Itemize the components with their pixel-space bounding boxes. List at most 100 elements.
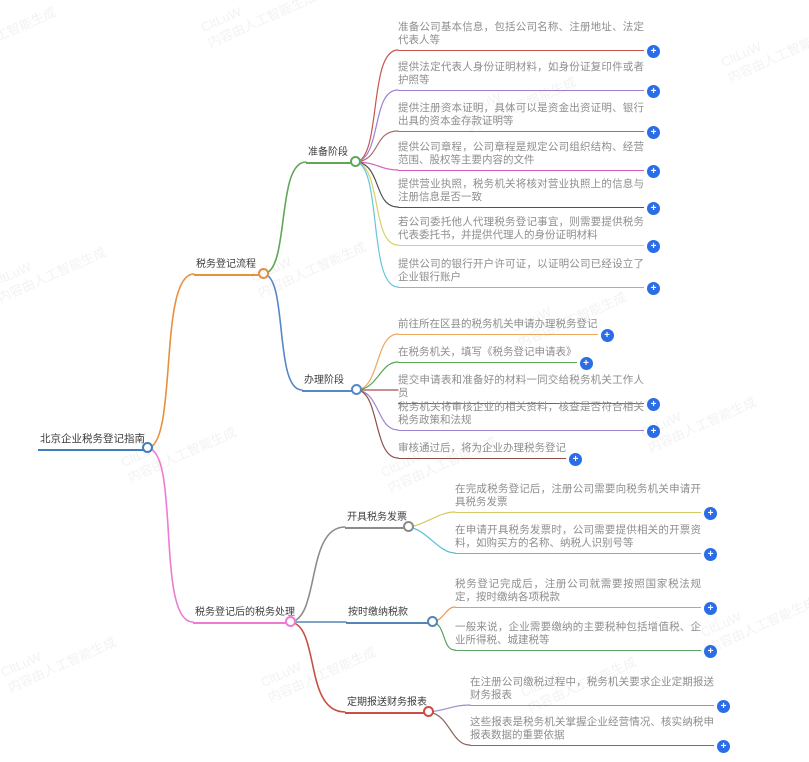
leaf-node[interactable]: 审核通过后，将为企业办理税务登记 + [398, 442, 582, 466]
expand-plus-icon[interactable]: + [704, 506, 717, 520]
leaf-label: 审核通过后，将为企业办理税务登记 [398, 442, 566, 459]
leaf-node[interactable]: 提交申请表和准备好的材料一同交给税务机关工作人员 + [398, 374, 660, 411]
expand-plus-icon[interactable]: + [647, 164, 660, 178]
connector-b2-invoice [290, 526, 346, 623]
leaf-label: 税务机关将审核企业的相关资料，核查是否符合相关税务政策和法规 [398, 401, 644, 431]
expand-plus-icon[interactable]: + [704, 601, 717, 615]
leaf-label: 准备公司基本信息，包括公司名称、注册地址、法定代表人等 [398, 21, 644, 51]
connector-root-b1 [147, 273, 195, 449]
leaf-label: 提供公司章程，公司章程是规定公司组织结构、经营范围、股权等主要内容的文件 [398, 141, 644, 171]
connector-leaf [355, 161, 399, 246]
leaf-label: 在申请开具税务发票时，公司需要提供相关的开票资料，如购买方的名称、纳税人识别号等 [455, 524, 701, 554]
branch-label: 税务登记后的税务处理 [193, 606, 295, 624]
connector-leaf [428, 711, 471, 746]
leaf-node[interactable]: 提供公司章程，公司章程是规定公司组织结构、经营范围、股权等主要内容的文件 + [398, 141, 660, 178]
collapse-toggle[interactable] [427, 616, 438, 627]
expand-plus-icon[interactable]: + [647, 125, 660, 139]
branch-node-after-registration[interactable]: 税务登记后的税务处理 [193, 606, 295, 624]
leaf-label: 提供注册资本证明，具体可以是资金出资证明、银行出具的资本金存款证明等 [398, 102, 644, 132]
connector-leaf [428, 704, 471, 713]
expand-plus-icon[interactable]: + [704, 547, 717, 561]
expand-plus-icon[interactable]: + [647, 84, 660, 98]
connector-leaf [356, 361, 399, 391]
connector-leaf [356, 389, 399, 431]
leaf-node[interactable]: 税务登记完成后，注册公司就需要按照国家税法规定，按时缴纳各项税款 + [455, 578, 717, 615]
expand-plus-icon[interactable]: + [647, 44, 660, 58]
leaf-label: 提供营业执照，税务机关将核对营业执照上的信息与注册信息是否一致 [398, 178, 644, 208]
leaf-node[interactable]: 税务机关将审核企业的相关资料，核查是否符合相关税务政策和法规 + [398, 401, 660, 438]
connector-leaf [356, 389, 399, 459]
leaf-node[interactable]: 在税务机关，填写《税务登记申请表》 + [398, 346, 593, 370]
branch-node-pay-taxes-on-time[interactable]: 按时缴纳税款 [346, 606, 433, 624]
branch-node-submit-financial-statements[interactable]: 定期报送财务报表 [345, 696, 429, 714]
leaf-label: 在注册公司缴税过程中，税务机关要求企业定期报送财务报表 [470, 676, 714, 706]
connector-leaf [432, 621, 456, 651]
connector-leaf [355, 49, 399, 163]
branch-node-tax-registration-process[interactable]: 税务登记流程 [194, 258, 264, 276]
branch-label: 办理阶段 [302, 374, 357, 392]
branch-label: 定期报送财务报表 [345, 696, 429, 714]
leaf-label: 提交申请表和准备好的材料一同交给税务机关工作人员 [398, 374, 644, 404]
leaf-node[interactable]: 在申请开具税务发票时，公司需要提供相关的开票资料，如购买方的名称、纳税人识别号等… [455, 524, 717, 561]
root-label: 北京企业税务登记指南 [38, 433, 148, 451]
expand-plus-icon[interactable]: + [569, 452, 582, 466]
expand-plus-icon[interactable]: + [704, 644, 717, 658]
collapse-toggle[interactable] [423, 706, 434, 717]
connector-leaf [355, 130, 399, 163]
connector-leaf [355, 89, 399, 163]
root-node[interactable]: 北京企业税务登记指南 [38, 433, 148, 451]
leaf-node[interactable]: 提供注册资本证明，具体可以是资金出资证明、银行出具的资本金存款证明等 + [398, 102, 660, 139]
expand-plus-icon[interactable]: + [647, 239, 660, 253]
expand-plus-icon[interactable]: + [717, 739, 730, 753]
connector-leaf [355, 161, 399, 208]
expand-plus-icon[interactable]: + [647, 424, 660, 438]
expand-plus-icon[interactable]: + [647, 281, 660, 295]
connector-root-b2 [147, 447, 194, 623]
leaf-node[interactable]: 这些报表是税务机关掌握企业经营情况、核实纳税申报表数据的重要依据 + [470, 716, 730, 753]
branch-node-handling-phase[interactable]: 办理阶段 [302, 374, 357, 392]
leaf-node[interactable]: 提供营业执照，税务机关将核对营业执照上的信息与注册信息是否一致 + [398, 178, 660, 215]
leaf-node[interactable]: 前往所在区县的税务机关申请办理税务登记 + [398, 318, 614, 342]
collapse-toggle[interactable] [403, 521, 414, 532]
leaf-label: 在税务机关，填写《税务登记申请表》 [398, 346, 577, 363]
leaf-label: 若公司委托他人代理税务登记事宜，则需要提供税务代表委托书，并提供代理人的身份证明… [398, 216, 644, 246]
connector-leaf [356, 333, 399, 391]
expand-plus-icon[interactable]: + [717, 699, 730, 713]
expand-plus-icon[interactable]: + [579, 356, 593, 370]
leaf-label: 这些报表是税务机关掌握企业经营情况、核实纳税申报表数据的重要依据 [470, 716, 714, 746]
leaf-label: 在完成税务登记后，注册公司需要向税务机关申请开具税务发票 [455, 483, 701, 513]
collapse-toggle[interactable] [285, 616, 296, 627]
branch-label: 按时缴纳税款 [346, 606, 433, 624]
collapse-toggle[interactable] [258, 268, 269, 279]
connector-b2-report [290, 621, 346, 713]
branch-label: 税务登记流程 [194, 258, 264, 276]
branch-node-issue-invoices[interactable]: 开具税务发票 [345, 511, 409, 529]
leaf-label: 提供公司的银行开户许可证，以证明公司已经设立了企业银行账户 [398, 258, 644, 288]
collapse-toggle-root[interactable] [142, 442, 153, 453]
collapse-toggle[interactable] [350, 156, 361, 167]
leaf-label: 前往所在区县的税务机关申请办理税务登记 [398, 318, 598, 335]
collapse-toggle[interactable] [351, 384, 362, 395]
expand-plus-icon[interactable]: + [647, 201, 660, 215]
leaf-label: 税务登记完成后，注册公司就需要按照国家税法规定，按时缴纳各项税款 [455, 578, 701, 608]
leaf-node[interactable]: 提供公司的银行开户许可证，以证明公司已经设立了企业银行账户 + [398, 258, 660, 295]
leaf-node[interactable]: 在完成税务登记后，注册公司需要向税务机关申请开具税务发票 + [455, 483, 717, 520]
leaf-node[interactable]: 一般来说，企业需要缴纳的主要税种包括增值税、企业所得税、城建税等 + [455, 621, 717, 658]
connector-b1-handle [263, 273, 303, 391]
branch-label: 开具税务发票 [345, 511, 409, 529]
branch-label: 准备阶段 [306, 146, 356, 164]
connector-leaf [355, 161, 399, 288]
leaf-node[interactable]: 准备公司基本信息，包括公司名称、注册地址、法定代表人等 + [398, 21, 660, 58]
leaf-node[interactable]: 在注册公司缴税过程中，税务机关要求企业定期报送财务报表 + [470, 676, 730, 713]
branch-node-preparation-phase[interactable]: 准备阶段 [306, 146, 356, 164]
leaf-node[interactable]: 若公司委托他人代理税务登记事宜，则需要提供税务代表委托书，并提供代理人的身份证明… [398, 216, 660, 253]
leaf-label: 一般来说，企业需要缴纳的主要税种包括增值税、企业所得税、城建税等 [455, 621, 701, 651]
expand-plus-icon[interactable]: + [600, 328, 614, 342]
connector-leaf [408, 526, 456, 554]
connector-b1-prep [263, 161, 307, 275]
leaf-node[interactable]: 提供法定代表人身份证明材料，如身份证复印件或者护照等 + [398, 61, 660, 98]
expand-plus-icon[interactable]: + [647, 397, 660, 411]
connector-leaf [408, 511, 456, 528]
